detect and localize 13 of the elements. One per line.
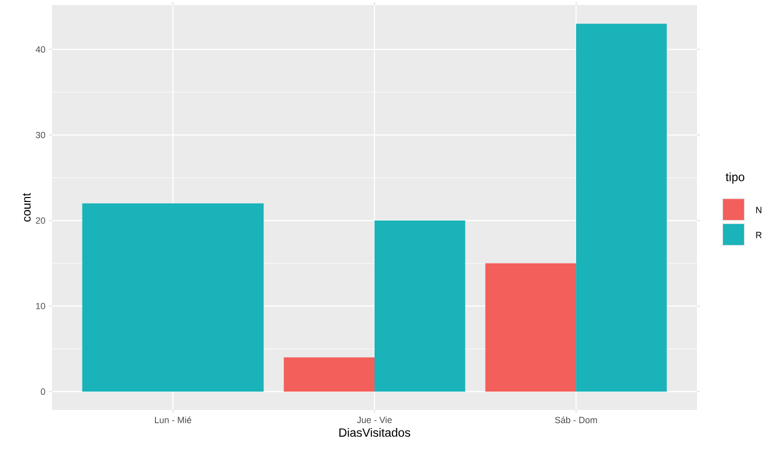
y-tick-label: 40 [36,46,46,53]
x-axis-title: DiasVisitados [339,428,410,437]
y-tick-label: 0 [40,388,46,395]
y-tick-label: 10 [36,302,46,310]
x-tick-label: Sáb - Dom [555,416,597,424]
legend-label: N [756,206,762,214]
y-tick-label: 20 [36,217,46,224]
legend-title: tipo [726,172,744,184]
x-tick-label: Lun - Mié [154,416,192,424]
y-axis-title: count [22,192,31,222]
x-tick-label: Jue - Vie [357,416,392,424]
y-tick-label: 30 [36,132,46,138]
legend-label: R [756,232,762,238]
